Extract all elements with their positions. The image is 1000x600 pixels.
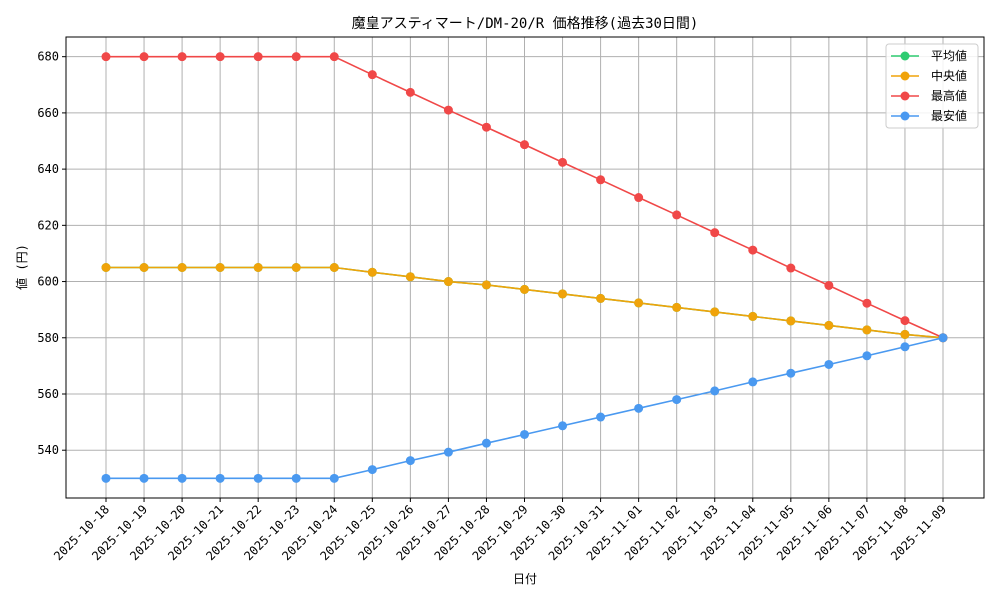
legend-marker [900,91,910,101]
data-point [634,193,644,203]
data-point [291,473,301,483]
data-point [443,105,453,115]
legend-frame [885,43,979,129]
data-point [596,293,606,303]
data-point [177,52,187,62]
legend-label: 平均値 [931,48,967,63]
data-point [710,386,720,396]
data-point [558,289,568,299]
data-point [786,368,796,378]
data-point [938,333,948,343]
data-point [367,70,377,80]
data-point [748,245,758,255]
legend-marker [900,111,910,121]
data-point [139,263,149,272]
data-point [862,351,872,361]
data-point [443,277,453,287]
legend-marker [900,71,910,81]
data-point [672,302,682,312]
data-point [215,473,225,483]
data-point [710,307,720,317]
y-tick-label: 660 [37,106,59,120]
data-point [862,325,872,335]
data-point [101,263,111,272]
legend-item: 平均値 [891,48,967,63]
series-1 [101,263,948,343]
data-point [215,52,225,62]
data-point [596,175,606,185]
y-tick-label: 600 [37,275,59,289]
data-point [748,311,758,321]
data-point [253,263,263,272]
data-point [710,228,720,238]
data-point [367,267,377,277]
data-point [748,377,758,387]
data-point [558,157,568,167]
data-point [405,87,415,97]
data-point [634,403,644,413]
data-point [634,298,644,308]
data-point [329,52,339,62]
y-tick-label: 560 [37,387,59,401]
legend-label: 最安値 [931,108,967,123]
legend-item: 最高値 [891,88,967,103]
data-point [443,447,453,457]
y-tick-label: 680 [37,50,59,64]
data-point [900,329,910,339]
series-3 [101,333,948,483]
legend-marker [900,51,910,61]
data-point [786,263,796,273]
data-point [405,456,415,466]
data-point [101,52,111,62]
data-point [824,280,834,290]
data-point [520,284,529,294]
y-tick-label: 640 [37,162,59,176]
data-point [481,280,491,290]
data-point [177,263,187,272]
data-point [900,316,910,326]
data-point [139,473,149,483]
data-point [672,210,682,220]
chart-title: 魔皇アスティマート/DM-20/R 価格推移(過去30日間) [352,16,699,32]
data-point [139,52,149,62]
data-point [367,465,377,475]
y-tick-label: 580 [37,331,59,345]
data-point [862,298,872,308]
data-point [101,473,111,483]
y-tick-label: 620 [37,218,59,232]
data-point [824,359,834,369]
data-point [253,52,263,62]
data-point [672,395,682,405]
series-layer [101,52,948,483]
legend-item: 中央値 [891,68,967,83]
data-point [481,438,491,448]
legend-label: 中央値 [931,68,967,83]
data-point [177,473,187,483]
y-axis-label: 値 (円) [14,244,29,290]
data-point [520,140,529,150]
data-point [291,263,301,272]
data-point [405,272,415,282]
data-point [481,122,491,132]
legend-label: 最高値 [931,88,967,103]
data-point [596,412,606,422]
data-point [253,473,263,483]
y-tick-label: 540 [37,443,59,457]
data-point [329,473,339,483]
data-point [558,421,568,431]
legend-item: 最安値 [891,108,967,123]
data-point [215,263,225,272]
data-point [824,320,834,330]
data-point [329,263,339,272]
data-point [786,316,796,326]
x-axis-label: 日付 [513,572,537,586]
data-point [520,429,529,439]
data-point [900,342,910,352]
y-axis: 540 560 580 600 620 640 660 680 [37,50,66,457]
data-point [291,52,301,62]
